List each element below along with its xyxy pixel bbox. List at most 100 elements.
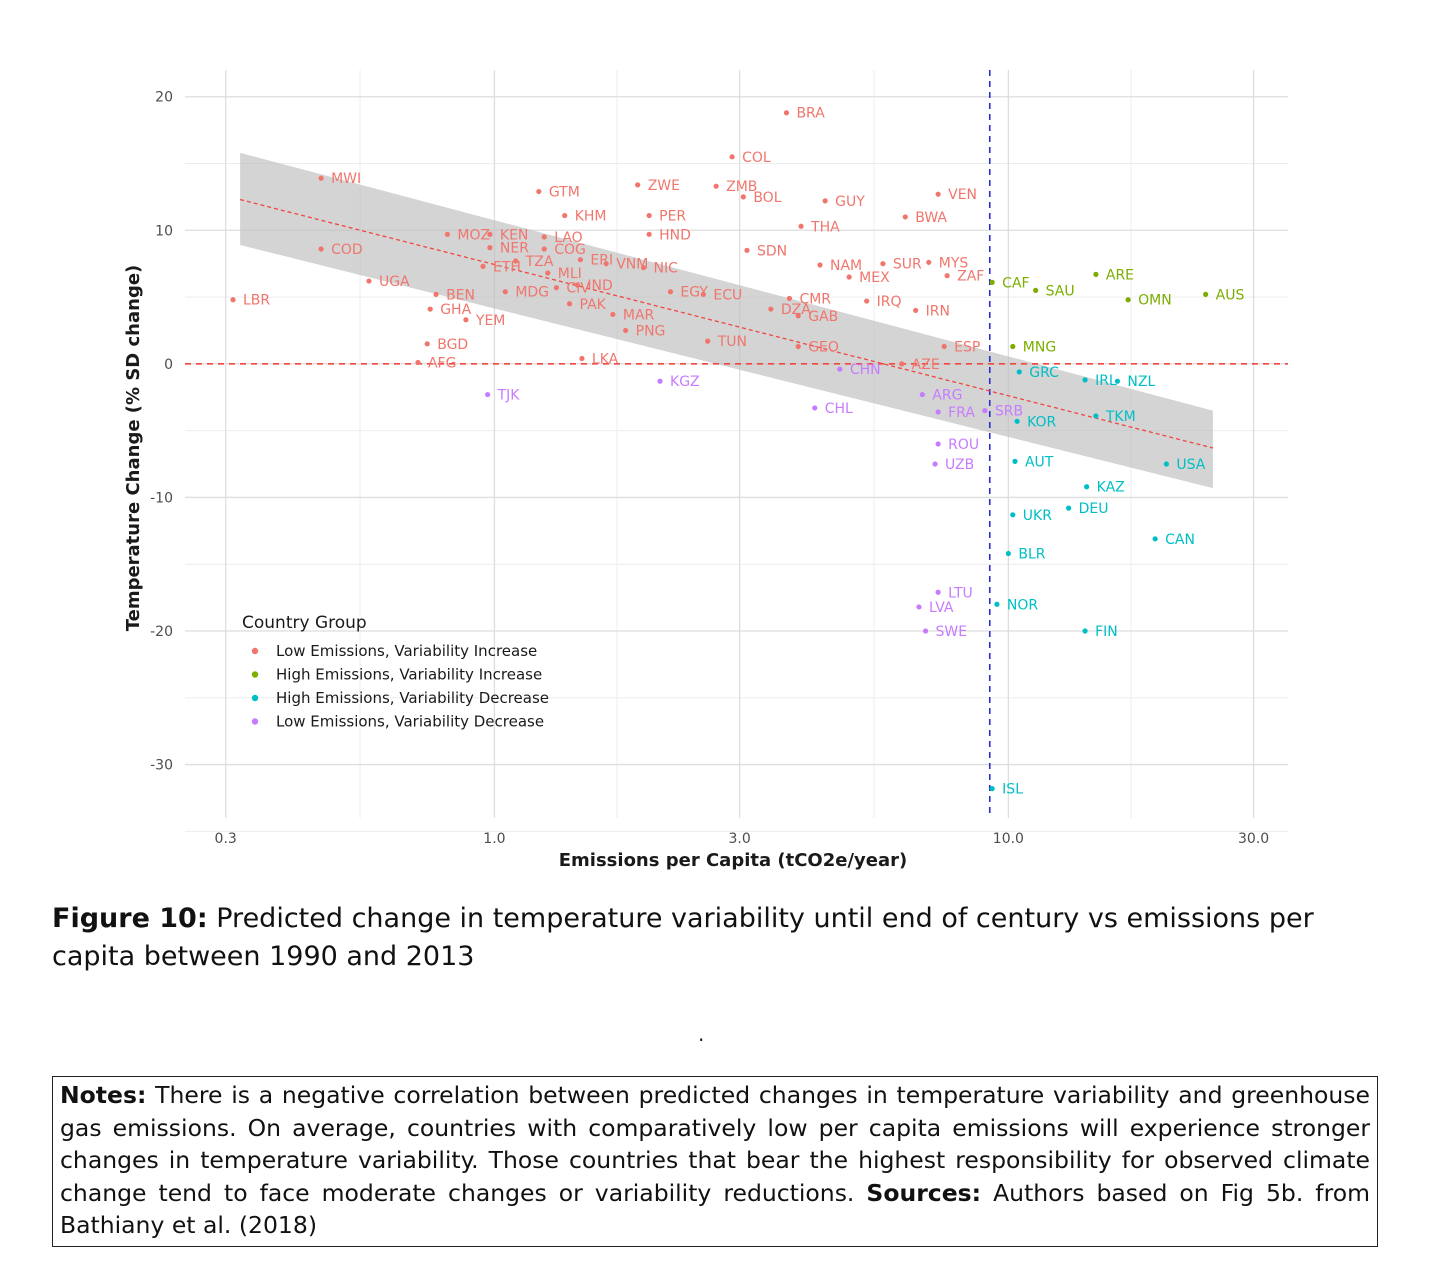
data-point (935, 409, 941, 415)
point-label: VEN (948, 187, 977, 203)
point-label: SUR (893, 257, 922, 273)
point-label: CAN (1165, 532, 1195, 548)
point-label: LKA (592, 352, 619, 368)
data-point (729, 154, 735, 160)
point-label: ECU (713, 287, 742, 303)
data-point (657, 378, 663, 384)
point-label: MNG (1023, 339, 1056, 355)
point-label: BOL (753, 190, 781, 206)
y-axis-title: Temperature Change (% SD change) (123, 265, 144, 632)
data-point (817, 262, 823, 268)
data-point (553, 285, 559, 291)
point-label: MLI (558, 266, 582, 282)
x-tick-labels: 0.3 1.0 3.0 10.0 30.0 (215, 831, 1270, 847)
point-label: YEM (475, 313, 505, 329)
data-point (603, 261, 609, 267)
data-point (1093, 413, 1099, 419)
point-label: FIN (1095, 624, 1118, 640)
point-label: UGA (379, 274, 410, 290)
data-point (922, 628, 929, 634)
point-label: GUY (835, 194, 865, 210)
point-label: KOR (1027, 414, 1056, 430)
data-point (1066, 505, 1072, 511)
data-point (944, 273, 950, 279)
legend: Country Group Low Emissions, Variability… (242, 613, 549, 731)
legend-swatch (251, 647, 259, 655)
point-label: MWI (331, 171, 361, 187)
data-point (579, 355, 585, 362)
point-label: ZAF (957, 269, 984, 285)
y-tick-label: -10 (150, 490, 173, 506)
data-point (899, 361, 905, 367)
data-point (798, 223, 804, 229)
point-label: GAB (808, 309, 838, 325)
point-label: KHM (575, 209, 607, 225)
point-label: ZMB (726, 179, 757, 195)
data-point (610, 311, 616, 318)
sources-label: Sources: (866, 1178, 982, 1207)
point-label: SDN (757, 243, 787, 259)
data-point (1084, 484, 1090, 490)
reference-lines (185, 70, 1288, 818)
figure-label: Figure 10: (52, 903, 208, 934)
data-point (1082, 377, 1088, 383)
data-point (1010, 512, 1016, 518)
point-label: CIV (566, 281, 590, 297)
point-label: NZL (1127, 374, 1155, 390)
point-label: AZE (912, 357, 940, 373)
y-tick-label: 10 (155, 223, 173, 239)
point-label: LTU (948, 585, 973, 601)
data-point (786, 295, 793, 302)
point-label: BWA (915, 210, 947, 226)
data-point (783, 110, 790, 116)
data-point (318, 246, 324, 252)
legend-swatch (251, 671, 259, 678)
point-label: CMR (799, 291, 831, 307)
data-point (640, 265, 647, 271)
y-tick-label: -20 (150, 624, 173, 640)
point-label: MAR (623, 307, 655, 323)
data-point (635, 182, 641, 188)
point-label: SWE (936, 624, 968, 640)
data-point (846, 274, 852, 280)
point-label: MEX (859, 270, 890, 286)
point-label: IND (587, 278, 612, 294)
notes-text: There is a negative correlation between … (60, 1081, 1370, 1207)
data-point (513, 258, 519, 264)
point-label: TZA (525, 254, 554, 270)
point-label: COG (554, 242, 586, 258)
notes-box: Notes: There is a negative correlation b… (52, 1076, 1378, 1247)
data-point (935, 191, 941, 197)
data-point (713, 183, 719, 189)
point-label: ESP (954, 339, 980, 355)
data-point (463, 317, 469, 323)
point-label: GRC (1029, 365, 1059, 381)
data-point (1203, 291, 1209, 297)
point-label: LBR (243, 293, 270, 309)
point-label: GTM (549, 185, 580, 201)
legend-swatch (251, 718, 259, 725)
data-point (318, 175, 324, 181)
data-point (1005, 550, 1011, 557)
data-point (415, 359, 421, 366)
data-points (230, 110, 1209, 792)
data-point (1014, 418, 1020, 424)
point-label: BEN (446, 287, 475, 303)
point-label: EGY (680, 285, 708, 301)
data-point (427, 306, 433, 312)
x-tick-label: 30.0 (1238, 831, 1269, 847)
legend-entry-label: High Emissions, Variability Increase (276, 666, 542, 684)
y-tick-label: 0 (164, 357, 173, 373)
data-point (577, 257, 584, 263)
data-point (822, 198, 828, 204)
point-label: ISL (1002, 782, 1023, 798)
data-point (902, 214, 908, 220)
legend-title: Country Group (242, 613, 367, 633)
data-point (768, 306, 774, 312)
point-label: UKR (1023, 508, 1052, 524)
data-point (935, 589, 941, 595)
data-point (935, 441, 941, 447)
point-label: AUS (1216, 287, 1245, 303)
data-point (932, 461, 938, 467)
data-point (837, 366, 843, 372)
